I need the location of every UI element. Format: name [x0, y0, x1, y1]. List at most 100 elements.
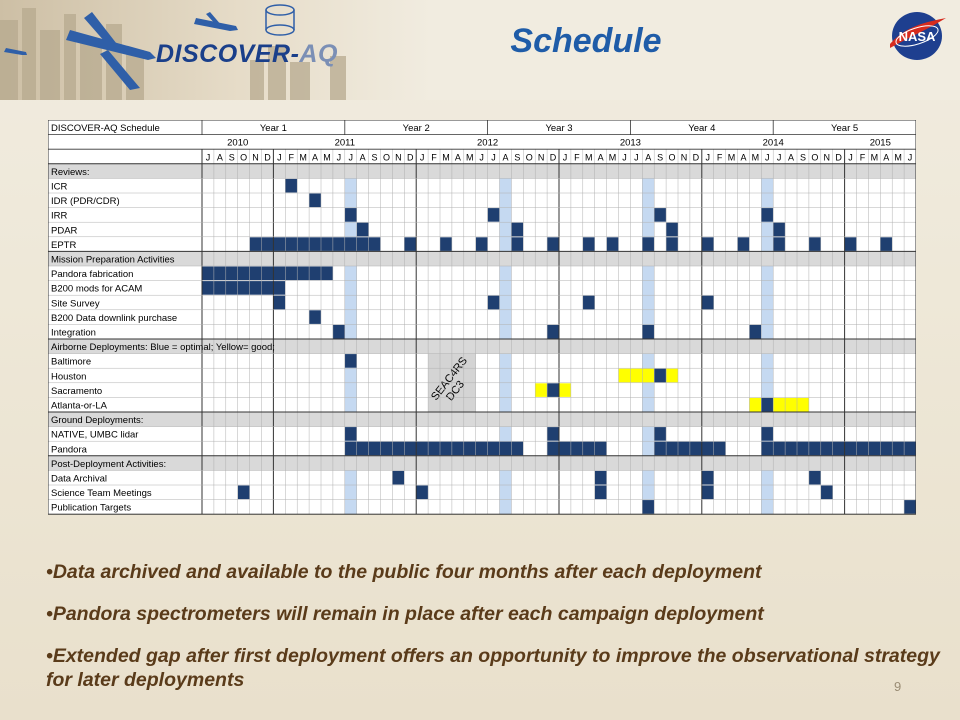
activity-label: Baltimore [51, 357, 91, 368]
gantt-blue-cell [582, 237, 595, 251]
deployment-highlight-cell [499, 353, 512, 369]
month-letter: J [206, 152, 211, 162]
gantt-yellow-cell [785, 397, 797, 412]
month-letter: O [240, 152, 247, 162]
month-letter: F [431, 152, 437, 162]
activity-label: B200 Data downlink purchase [51, 313, 177, 324]
gantt-blue-cell [594, 441, 607, 456]
activity-label: Pandora [51, 444, 88, 455]
deployment-highlight-cell [499, 324, 512, 339]
gantt-yellow-cell [630, 368, 643, 383]
gantt-blue-cell [285, 178, 298, 193]
gantt-border [48, 120, 916, 515]
deployment-highlight-cell [642, 207, 655, 223]
gantt-blue-cell [392, 470, 405, 485]
gantt-blue-cell [392, 441, 405, 456]
gantt-blue-cell [356, 237, 369, 251]
deployment-highlight-cell [499, 193, 512, 208]
gantt-blue-cell [237, 281, 250, 295]
gantt-blue-cell [487, 295, 500, 310]
deployment-highlight-cell [499, 499, 512, 515]
month-letter: J [337, 152, 342, 162]
gantt-blue-cell [249, 266, 262, 281]
gantt-blue-cell [344, 237, 357, 251]
gantt-blue-cell [463, 441, 476, 456]
slide-title: Schedule [510, 22, 662, 60]
deployment-highlight-cell [761, 485, 774, 500]
gantt-blue-cell [666, 222, 678, 237]
program-year-label: Year 4 [688, 123, 715, 134]
deployment-highlight-cell [761, 353, 774, 369]
activity-label: Integration [51, 328, 96, 339]
month-letter: A [740, 152, 746, 162]
page-number: 9 [894, 679, 902, 694]
gantt-blue-cell [642, 324, 655, 339]
month-letter: J [634, 152, 639, 162]
gantt-yellow-cell [618, 368, 631, 383]
deployment-highlight-cell [344, 485, 357, 500]
activity-label: Houston [51, 371, 86, 382]
month-letter: A [312, 152, 318, 162]
gantt-yellow-cell [666, 368, 678, 383]
deployment-highlight-cell [499, 207, 512, 223]
deployment-highlight-cell [642, 441, 655, 456]
deployment-highlight-cell [344, 193, 357, 208]
gantt-blue-cell [213, 281, 226, 295]
deployment-highlight-cell [761, 499, 774, 515]
gantt-blue-cell [202, 266, 214, 281]
gantt-yellow-cell [559, 383, 571, 397]
gantt-blue-cell [261, 266, 274, 281]
deployment-highlight-cell [344, 397, 357, 412]
month-letter: S [514, 152, 520, 162]
gantt-blue-cell [273, 237, 286, 251]
month-letter: S [229, 152, 235, 162]
gantt-blue-cell [368, 441, 381, 456]
gantt-blue-cell [749, 324, 762, 339]
program-year-label: Year 1 [260, 123, 287, 134]
bullet-extended-gap: •Extended gap after first deployment off… [46, 645, 940, 691]
gantt-blue-cell [582, 441, 595, 456]
gantt-blue-cell [309, 193, 321, 208]
section-label: Airborne Deployments: Blue = optimal; Ye… [51, 342, 275, 353]
month-letter: D [835, 152, 842, 162]
gantt-blue-cell [321, 266, 333, 281]
month-letter: J [908, 152, 913, 162]
deployment-highlight-cell [642, 222, 655, 237]
activity-label: Publication Targets [51, 503, 131, 514]
activity-label: EPTR [51, 240, 76, 251]
gantt-blue-cell [761, 441, 774, 456]
section-row-fill [48, 339, 916, 354]
deployment-highlight-cell [642, 295, 655, 310]
gantt-blue-cell [820, 485, 833, 500]
gantt-blue-cell [511, 222, 524, 237]
month-letter: S [372, 152, 378, 162]
gantt-blue-cell [570, 441, 583, 456]
deployment-highlight-cell [761, 295, 774, 310]
gantt-blue-cell [416, 485, 429, 500]
calendar-year-label: 2015 [870, 138, 891, 149]
gantt-blue-cell [606, 237, 619, 251]
month-letter: N [538, 152, 545, 162]
deployment-highlight-cell [642, 353, 655, 369]
gantt-blue-cell [249, 237, 262, 251]
activity-label: Sacramento [51, 386, 102, 397]
gantt-blue-cell [297, 237, 310, 251]
month-letter: J [491, 152, 496, 162]
month-letter: S [800, 152, 806, 162]
deployment-highlight-cell [344, 470, 357, 485]
month-letter: J [479, 152, 484, 162]
section-row-fill [48, 251, 916, 266]
deployment-highlight-cell [499, 295, 512, 310]
month-letter: F [289, 152, 295, 162]
gantt-yellow-cell [773, 397, 786, 412]
gantt-blue-cell [416, 441, 429, 456]
deployment-highlight-cell [344, 324, 357, 339]
gantt-blue-cell [773, 222, 786, 237]
gantt-blue-cell [737, 237, 750, 251]
gantt-blue-cell [761, 208, 774, 222]
gantt-blue-cell [321, 237, 333, 251]
program-year-label: Year 3 [545, 123, 572, 134]
deployment-highlight-cell [344, 499, 357, 515]
deployment-highlight-cell [761, 324, 774, 339]
nasa-logo: NASA [890, 12, 946, 60]
